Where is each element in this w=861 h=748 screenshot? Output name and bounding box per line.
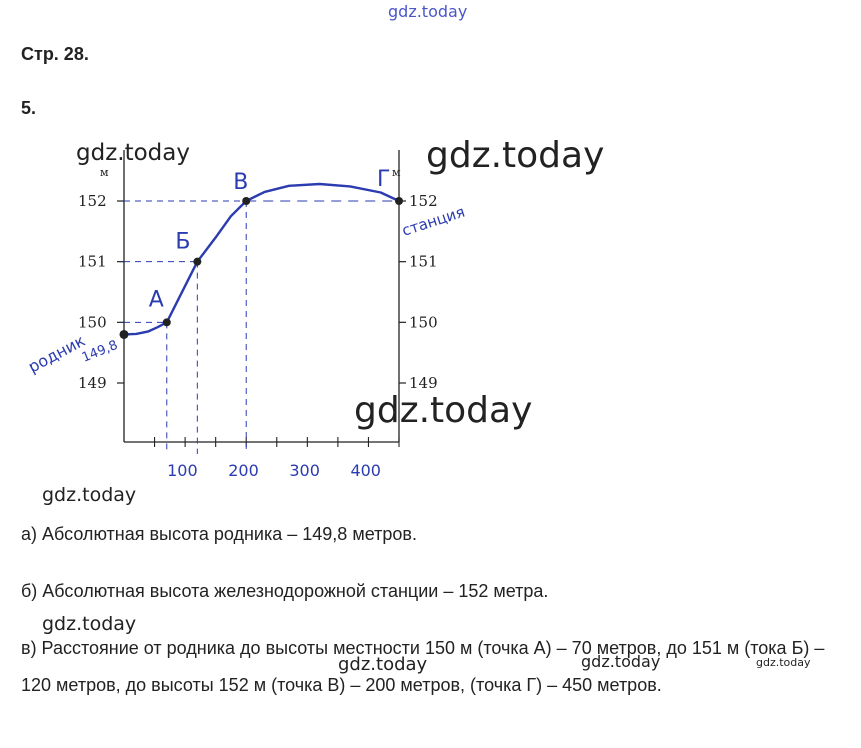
y-tick-label-right: 149 [409, 374, 438, 392]
elevation-profile-chart: м м 149 149 150 150 151 151 152 152 А Б В Г 100 200 300 4… [25, 150, 467, 480]
y-tick-label-left: 151 [78, 253, 107, 271]
answer-c: в) Расстояние от родника до высоты местн… [21, 638, 825, 695]
y-tick-label-right: 151 [409, 253, 438, 271]
x-tick-label: 300 [289, 461, 320, 480]
point-label-Б: Б [175, 230, 190, 255]
x-tick-label: 400 [350, 461, 381, 480]
x-tick-label: 100 [167, 461, 198, 480]
point-А [162, 318, 171, 327]
point-В [242, 197, 251, 205]
point-Б [193, 257, 202, 266]
annotation-spring: родник [25, 331, 89, 377]
watermark: gdz.today [76, 140, 190, 166]
answer-b: б) Абсолютная высота железнодорожной ста… [21, 581, 549, 601]
point-Г [395, 197, 403, 205]
watermark: gdz.today [581, 652, 661, 671]
point-label-Г: Г [377, 167, 390, 192]
y-tick-label-left: 150 [78, 313, 107, 331]
watermark: gdz.today [338, 654, 428, 675]
watermark: gdz.today [354, 390, 533, 431]
y-tick-label-left: 152 [78, 192, 107, 210]
y-axis-unit-left: м [100, 166, 109, 179]
watermark: gdz.today [426, 135, 605, 176]
watermark: gdz.today [42, 613, 137, 635]
y-axis-unit-right: м [392, 166, 401, 179]
y-tick-label-right: 150 [409, 313, 438, 331]
spring-point [119, 329, 129, 339]
point-label-В: В [233, 170, 248, 195]
watermark: gdz.today [756, 656, 811, 669]
page-label: Стр. 28. [21, 44, 89, 64]
watermark: gdz.today [42, 484, 137, 506]
y-tick-label-left: 149 [78, 374, 107, 392]
x-tick-label: 200 [228, 461, 259, 480]
task-number: 5. [21, 98, 37, 118]
answer-a: а) Абсолютная высота родника – 149,8 мет… [21, 524, 417, 544]
watermark-top: gdz.today [388, 2, 468, 21]
profile-line [122, 182, 401, 336]
point-label-А: А [149, 287, 164, 312]
annotation-spring-height: 149,8 [80, 338, 120, 366]
y-tick-label-right: 152 [409, 192, 438, 210]
